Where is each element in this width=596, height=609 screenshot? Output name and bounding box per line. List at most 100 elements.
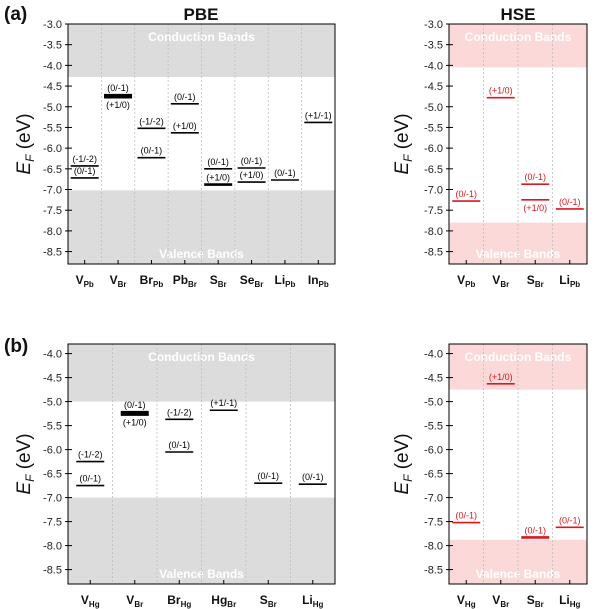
panel-title-pbe: PBE (184, 5, 219, 24)
y-tick-label: -8.0 (43, 541, 62, 553)
y-tick-label: -4.0 (424, 349, 443, 361)
y-tick-label: -5.5 (424, 421, 443, 433)
y-tick-label: -7.0 (424, 493, 443, 505)
y-tick-label: -4.5 (43, 81, 62, 93)
x-category-label: PbBr (173, 273, 197, 289)
panel-tag-a: (a) (4, 4, 27, 25)
valence-band-region (68, 190, 335, 264)
transition-level-label: (0/-1) (524, 525, 546, 535)
transition-level-label: (0/-1) (302, 472, 324, 482)
transition-level-label: (-1/-2) (139, 116, 164, 126)
y-axis-label: EF (eV) (392, 113, 415, 174)
transition-level-label: (0/-1) (74, 166, 96, 176)
transition-level-label: (+1/-1) (210, 398, 237, 408)
y-tick-label: -7.0 (43, 493, 62, 505)
transition-level-label: (0/-1) (257, 471, 279, 481)
transition-level-label: (0/-1) (241, 156, 263, 166)
transition-level-label: (0/-1) (79, 474, 101, 484)
y-tick-label: -3.0 (43, 19, 62, 31)
transition-level-label: (+1/0) (123, 418, 147, 428)
y-tick-label: -5.0 (424, 397, 443, 409)
x-category-label: VHg (81, 593, 100, 609)
x-category-label: BrPb (140, 273, 164, 289)
y-tick-label: -5.5 (43, 122, 62, 134)
y-tick-label: -5.0 (43, 397, 62, 409)
transition-level-label: (0/-1) (524, 172, 546, 182)
transition-level-label: (0/-1) (455, 189, 477, 199)
y-tick-label: -4.0 (43, 349, 62, 361)
x-category-label: SBr (210, 273, 227, 289)
y-tick-label: -8.5 (424, 565, 443, 577)
plot-frame (448, 343, 588, 585)
plot-frame (67, 23, 336, 265)
transition-level-label: (-1/-2) (78, 450, 103, 460)
y-tick-label: -6.0 (424, 143, 443, 155)
y-tick-label: -7.0 (424, 185, 443, 197)
transition-level-label: (+1/0) (240, 170, 264, 180)
x-category-label: VBr (126, 593, 143, 609)
y-tick-label: -7.5 (424, 517, 443, 529)
y-axis-label: EF (eV) (392, 433, 415, 494)
x-category-label: SBr (527, 273, 544, 289)
y-tick-label: -8.5 (424, 247, 443, 259)
y-axis-label: EF (eV) (14, 433, 37, 494)
y-tick-label: -5.5 (424, 122, 443, 134)
transition-level-label: (0/-1) (174, 92, 196, 102)
x-category-label: LiHg (302, 593, 323, 609)
x-category-label: SBr (260, 593, 277, 609)
y-tick-label: -6.5 (424, 469, 443, 481)
transition-level-label: (+1/0) (106, 100, 130, 110)
y-axis-label: EF (eV) (14, 113, 37, 174)
transition-level-label: (+1/0) (489, 372, 513, 382)
y-tick-label: -8.0 (424, 226, 443, 238)
transition-level-label: (+1/0) (489, 86, 513, 96)
y-tick-label: -6.0 (43, 445, 62, 457)
plot-frame (67, 343, 336, 585)
x-category-label: SeBr (240, 273, 264, 289)
panel-title-hse: HSE (501, 5, 536, 24)
y-tick-label: -8.5 (43, 565, 62, 577)
x-category-label: LiPb (274, 273, 295, 289)
x-category-label: VPb (76, 273, 94, 289)
transition-level-label: (+1/0) (206, 173, 230, 183)
transition-level-label: (0/-1) (559, 197, 581, 207)
y-tick-label: -6.0 (43, 143, 62, 155)
transition-level-label: (0/-1) (141, 146, 163, 156)
y-tick-label: -4.0 (424, 60, 443, 72)
plot-frame (448, 23, 588, 265)
x-category-label: LiPb (559, 273, 580, 289)
y-tick-label: -3.5 (424, 40, 443, 52)
transition-level-label: (0/-1) (207, 157, 229, 167)
y-tick-label: -4.5 (43, 373, 62, 385)
x-category-label: LiHg (559, 593, 580, 609)
x-category-label: HgBr (211, 593, 236, 609)
y-tick-label: -5.0 (424, 102, 443, 114)
y-tick-label: -6.5 (424, 164, 443, 176)
transition-level-label: (0/-1) (107, 83, 129, 93)
y-tick-label: -8.5 (43, 247, 62, 259)
y-tick-label: -4.5 (424, 81, 443, 93)
y-tick-label: -4.0 (43, 60, 62, 72)
y-tick-label: -5.5 (43, 421, 62, 433)
transition-level-label: (+1/0) (173, 121, 197, 131)
y-tick-label: -8.0 (424, 541, 443, 553)
transition-level-label: (+1/0) (523, 203, 547, 213)
x-category-label: VBr (492, 593, 509, 609)
y-tick-label: -6.0 (424, 445, 443, 457)
y-tick-label: -8.0 (43, 226, 62, 238)
transition-level-label: (0/-1) (455, 511, 477, 521)
x-category-label: VHg (457, 593, 476, 609)
x-category-label: InPb (308, 273, 329, 289)
panel-tag-b: (b) (4, 336, 28, 357)
x-category-label: VPb (457, 273, 475, 289)
transition-level-label: (0/-1) (274, 168, 296, 178)
transition-level-label: (-1/-2) (167, 407, 192, 417)
y-tick-label: -3.5 (43, 40, 62, 52)
transition-level-label: (0/-1) (559, 515, 581, 525)
transition-level-label: (-1/-2) (72, 154, 97, 164)
y-tick-label: -7.5 (43, 517, 62, 529)
